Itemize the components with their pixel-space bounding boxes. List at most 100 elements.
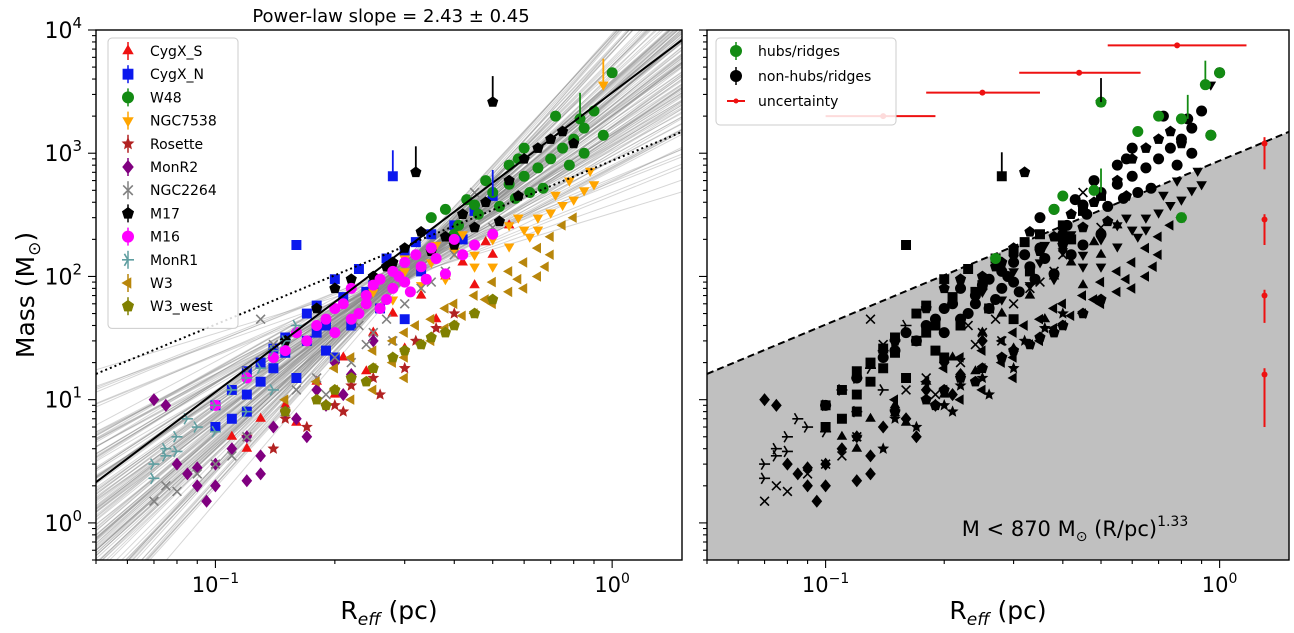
data-point-monr1 <box>226 384 238 396</box>
legend-label: uncertainty <box>758 94 838 110</box>
legend-marker <box>121 277 132 289</box>
non-hub-point <box>865 376 876 387</box>
data-point-rosette <box>267 442 280 454</box>
non-hub-point <box>983 302 995 314</box>
non-hub-point <box>851 405 863 418</box>
non-hub-point <box>1164 220 1174 231</box>
power-law-fit-line <box>96 39 682 484</box>
bootstrap-fit-line <box>96 30 679 532</box>
bootstrap-fit-line <box>96 71 682 482</box>
non-hub-point <box>1112 222 1123 232</box>
non-hub-point <box>792 467 804 481</box>
data-point-m16 <box>410 249 422 261</box>
right-x-tick-label: 10−1 <box>802 571 849 597</box>
legend-label: W48 <box>150 90 182 106</box>
bootstrap-fit-line <box>96 129 682 440</box>
legend-label: W3 <box>150 276 173 292</box>
data-point-rosette <box>300 420 313 433</box>
non-hub-point <box>1081 208 1093 220</box>
non-hub-point <box>836 413 847 424</box>
non-hub-point <box>1024 226 1036 237</box>
right-x-tick-label: 100 <box>1202 571 1238 597</box>
bootstrap-fit-line <box>96 30 675 540</box>
non-hub-point <box>1158 191 1169 201</box>
right-legend: hubs/ridges non-hubs/ridges uncertainty <box>715 37 897 126</box>
non-hub-point <box>889 345 901 357</box>
data-point-ngc2264 <box>368 327 379 338</box>
non-hub-point <box>977 327 988 338</box>
data-point-ngc7538 <box>532 226 544 236</box>
non-hub-point <box>1047 303 1058 314</box>
non-hub-point <box>977 334 988 348</box>
non-hub-point <box>1007 361 1020 374</box>
non-hub-point <box>878 339 889 350</box>
non-hub-point <box>781 445 793 458</box>
non-hub-point <box>1024 261 1036 273</box>
data-point-m16 <box>329 327 341 339</box>
data-point-ngc7538 <box>578 187 590 197</box>
data-point-ngc7538 <box>588 181 600 191</box>
non-hub-point <box>900 412 912 426</box>
data-point-m16 <box>360 298 372 310</box>
left-plot-border <box>95 29 683 561</box>
legend-marker <box>122 117 134 128</box>
non-hub-point <box>820 399 832 412</box>
data-point-ngc7538 <box>532 214 544 224</box>
non-hub-point <box>929 313 941 325</box>
data-point-w48 <box>578 122 590 134</box>
uncertainty-point <box>1261 140 1268 147</box>
hub-ridge-point <box>1153 110 1165 122</box>
bootstrap-fit-line <box>145 30 630 560</box>
non-hub-point <box>1120 190 1132 201</box>
bootstrap-fit-line <box>96 191 682 371</box>
non-hub-point <box>1152 231 1162 243</box>
bootstrap-fit-line <box>96 99 682 455</box>
data-point-w48 <box>461 194 473 206</box>
data-point-monr1 <box>209 425 221 438</box>
non-hub-point <box>976 345 986 356</box>
non-hub-point <box>836 384 848 396</box>
non-hub-point <box>929 399 942 411</box>
left-y-tick-label: 101 <box>44 384 82 414</box>
data-point-w3_west <box>345 372 357 383</box>
legend-label: MonR2 <box>150 160 198 176</box>
non-hub-point <box>1019 166 1031 178</box>
non-hub-point <box>1095 263 1107 273</box>
non-hub-point <box>1126 257 1136 268</box>
bootstrap-fit-line <box>96 63 682 495</box>
bootstrap-fit-line <box>96 179 682 387</box>
reference-dotted-line <box>96 130 682 375</box>
non-hub-point <box>911 308 922 319</box>
bootstrap-fit-line <box>128 30 648 560</box>
left-plot-area <box>96 30 682 560</box>
legend-marker <box>121 137 135 150</box>
non-hub-point <box>954 372 967 383</box>
non-hub-point <box>1140 162 1152 174</box>
data-point-m16 <box>353 308 365 320</box>
bootstrap-fit-line <box>96 101 682 455</box>
non-hub-point <box>1111 159 1123 171</box>
data-point-w3 <box>425 313 435 325</box>
data-point-cygx_s <box>226 430 238 440</box>
data-point-ngc2264 <box>416 283 427 294</box>
data-point-m16 <box>381 294 393 306</box>
hub-ridge-point <box>1205 129 1217 141</box>
uncertainty-point <box>1261 216 1268 223</box>
uncertainty-point <box>1076 69 1083 76</box>
data-point-w3_west <box>448 319 460 331</box>
data-point-w48 <box>532 162 544 174</box>
non-hub-point <box>996 282 1008 294</box>
hub-ridge-point <box>1057 190 1069 202</box>
data-point-w3 <box>512 273 522 285</box>
data-point-rosette <box>279 412 292 424</box>
left-x-tick-label: 10−1 <box>192 571 239 597</box>
non-hub-point <box>1094 276 1105 288</box>
data-point-w3_west <box>487 293 499 305</box>
bootstrap-fit-line <box>96 30 677 536</box>
legend-marker <box>122 159 134 175</box>
non-hub-point <box>1102 215 1114 227</box>
non-hub-point <box>1077 263 1089 273</box>
data-point-ngc2264 <box>172 486 182 497</box>
non-hub-point <box>955 282 967 294</box>
data-point-ngc2264 <box>192 468 203 479</box>
